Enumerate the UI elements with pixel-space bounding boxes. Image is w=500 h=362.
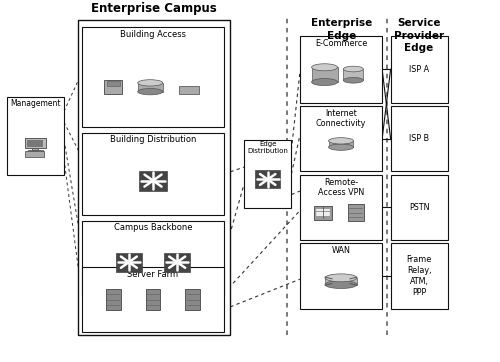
Bar bbox=[164, 253, 190, 272]
Bar bbox=[178, 85, 199, 94]
Bar bbox=[390, 244, 448, 308]
Text: Campus Backbone: Campus Backbone bbox=[114, 223, 192, 232]
Bar bbox=[25, 138, 46, 148]
Text: Building Distribution: Building Distribution bbox=[110, 135, 196, 144]
Bar bbox=[32, 148, 38, 150]
Ellipse shape bbox=[138, 80, 162, 86]
Text: Remote-
Access VPN: Remote- Access VPN bbox=[318, 178, 364, 197]
Text: Frame
Relay,
ATM,
PPP: Frame Relay, ATM, PPP bbox=[406, 255, 432, 297]
Bar bbox=[78, 20, 230, 335]
Bar bbox=[106, 81, 120, 85]
Ellipse shape bbox=[328, 138, 353, 144]
Bar bbox=[300, 106, 382, 171]
Text: Service
Provider
Edge: Service Provider Edge bbox=[394, 18, 444, 53]
Text: Enterprise
Edge: Enterprise Edge bbox=[310, 18, 372, 41]
Ellipse shape bbox=[344, 77, 363, 83]
Text: E-Commerce: E-Commerce bbox=[315, 39, 367, 48]
Bar bbox=[390, 36, 448, 103]
Ellipse shape bbox=[325, 281, 357, 289]
Text: WAN: WAN bbox=[332, 246, 350, 255]
Bar bbox=[82, 267, 224, 332]
Text: Management: Management bbox=[10, 99, 60, 108]
Text: Enterprise Campus: Enterprise Campus bbox=[91, 2, 217, 15]
Text: ISP B: ISP B bbox=[409, 134, 430, 143]
Bar bbox=[82, 132, 224, 215]
Bar bbox=[146, 289, 160, 310]
Bar bbox=[6, 97, 64, 175]
Ellipse shape bbox=[328, 144, 353, 150]
Bar bbox=[82, 220, 224, 296]
Text: Server Farm: Server Farm bbox=[128, 270, 178, 279]
Ellipse shape bbox=[312, 64, 338, 71]
Bar bbox=[344, 69, 363, 80]
Bar bbox=[116, 253, 142, 272]
Bar bbox=[348, 204, 364, 221]
Bar bbox=[139, 171, 167, 191]
Ellipse shape bbox=[138, 88, 162, 95]
Bar bbox=[82, 27, 224, 127]
Bar bbox=[244, 140, 292, 208]
Bar bbox=[325, 278, 357, 285]
Ellipse shape bbox=[344, 66, 363, 72]
Ellipse shape bbox=[325, 274, 357, 282]
Text: Edge
Distribution: Edge Distribution bbox=[248, 142, 288, 155]
Bar bbox=[300, 175, 382, 240]
Bar bbox=[255, 171, 280, 189]
Text: Internet
Connectivity: Internet Connectivity bbox=[316, 109, 366, 129]
Bar bbox=[26, 151, 44, 157]
Text: ISP A: ISP A bbox=[409, 65, 430, 74]
Text: PSTN: PSTN bbox=[409, 203, 430, 212]
Bar bbox=[300, 244, 382, 308]
Bar bbox=[138, 83, 162, 92]
Bar bbox=[106, 289, 120, 310]
Text: Building Access: Building Access bbox=[120, 30, 186, 39]
Bar bbox=[314, 206, 332, 220]
Bar bbox=[300, 36, 382, 103]
Bar bbox=[28, 150, 43, 152]
Bar bbox=[390, 106, 448, 171]
Bar bbox=[28, 139, 44, 147]
Bar bbox=[390, 175, 448, 240]
Bar bbox=[312, 67, 338, 82]
Bar bbox=[186, 289, 200, 310]
Bar bbox=[104, 80, 122, 94]
Ellipse shape bbox=[312, 79, 338, 85]
Bar bbox=[328, 141, 353, 147]
